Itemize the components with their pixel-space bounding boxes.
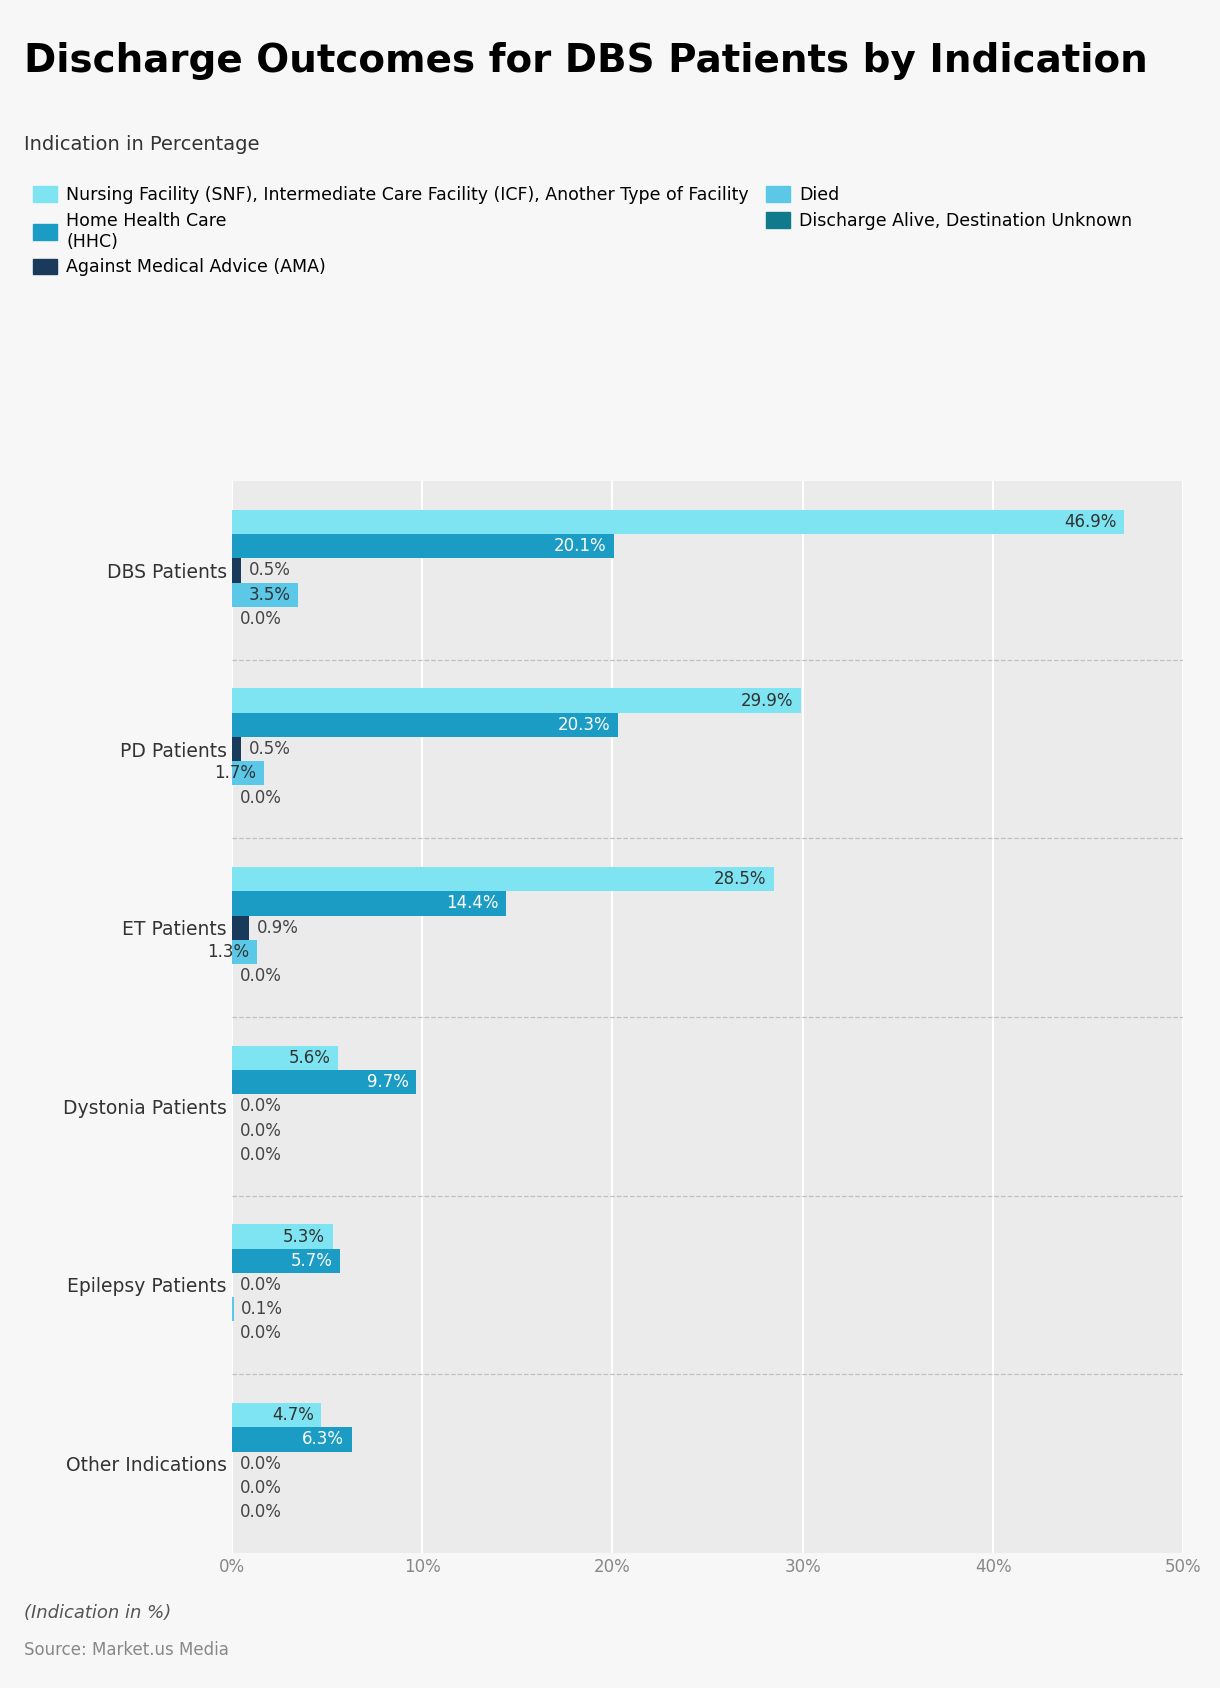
Legend: Nursing Facility (SNF), Intermediate Care Facility (ICF), Another Type of Facili: Nursing Facility (SNF), Intermediate Car… <box>33 186 1132 277</box>
Text: 0.0%: 0.0% <box>239 1097 282 1116</box>
Text: 0.0%: 0.0% <box>239 1121 282 1139</box>
Bar <box>232 510 1125 533</box>
Text: 9.7%: 9.7% <box>367 1074 409 1090</box>
Text: 0.0%: 0.0% <box>239 1276 282 1295</box>
Text: 28.5%: 28.5% <box>714 871 766 888</box>
Text: Source: Market.us Media: Source: Market.us Media <box>24 1641 229 1659</box>
Bar <box>232 940 256 964</box>
Bar <box>232 1047 338 1070</box>
Bar <box>232 582 299 606</box>
Text: 14.4%: 14.4% <box>445 895 498 913</box>
Text: 0.0%: 0.0% <box>239 609 282 628</box>
Text: 0.0%: 0.0% <box>239 1325 282 1342</box>
Bar <box>232 712 619 738</box>
Text: 1.3%: 1.3% <box>207 944 249 960</box>
Text: 0.0%: 0.0% <box>239 1502 282 1521</box>
Bar <box>232 738 242 761</box>
Text: Discharge Outcomes for DBS Patients by Indication: Discharge Outcomes for DBS Patients by I… <box>24 42 1148 81</box>
Text: 3.5%: 3.5% <box>249 586 290 604</box>
Text: 0.0%: 0.0% <box>239 967 282 986</box>
Text: 20.3%: 20.3% <box>558 716 610 734</box>
Bar <box>232 1224 333 1249</box>
Text: Indication in Percentage: Indication in Percentage <box>24 135 260 154</box>
Text: (Indication in %): (Indication in %) <box>24 1604 172 1622</box>
Text: 0.0%: 0.0% <box>239 1479 282 1497</box>
Bar <box>232 1070 416 1094</box>
Bar <box>232 533 615 559</box>
Bar <box>232 915 249 940</box>
Text: 1.7%: 1.7% <box>215 765 256 782</box>
Text: 4.7%: 4.7% <box>272 1406 314 1425</box>
Text: 46.9%: 46.9% <box>1064 513 1116 532</box>
Text: 0.0%: 0.0% <box>239 1455 282 1472</box>
Text: 5.6%: 5.6% <box>289 1048 331 1067</box>
Text: 0.0%: 0.0% <box>239 788 282 807</box>
Text: 5.3%: 5.3% <box>283 1227 325 1246</box>
Bar <box>232 891 506 915</box>
Bar <box>232 1249 340 1273</box>
Text: 0.5%: 0.5% <box>249 739 290 758</box>
Bar <box>232 1428 351 1452</box>
Text: 0.5%: 0.5% <box>249 562 290 579</box>
Bar <box>232 559 242 582</box>
Text: 0.9%: 0.9% <box>256 918 299 937</box>
Text: 29.9%: 29.9% <box>741 692 793 709</box>
Bar <box>232 1403 321 1428</box>
Bar <box>232 761 265 785</box>
Text: 6.3%: 6.3% <box>303 1430 344 1448</box>
Text: 0.0%: 0.0% <box>239 1146 282 1163</box>
Bar <box>232 1296 234 1322</box>
Text: 0.1%: 0.1% <box>242 1300 283 1318</box>
Bar <box>232 868 775 891</box>
Bar <box>232 689 800 712</box>
Text: 5.7%: 5.7% <box>290 1252 333 1269</box>
Text: 20.1%: 20.1% <box>554 537 606 555</box>
